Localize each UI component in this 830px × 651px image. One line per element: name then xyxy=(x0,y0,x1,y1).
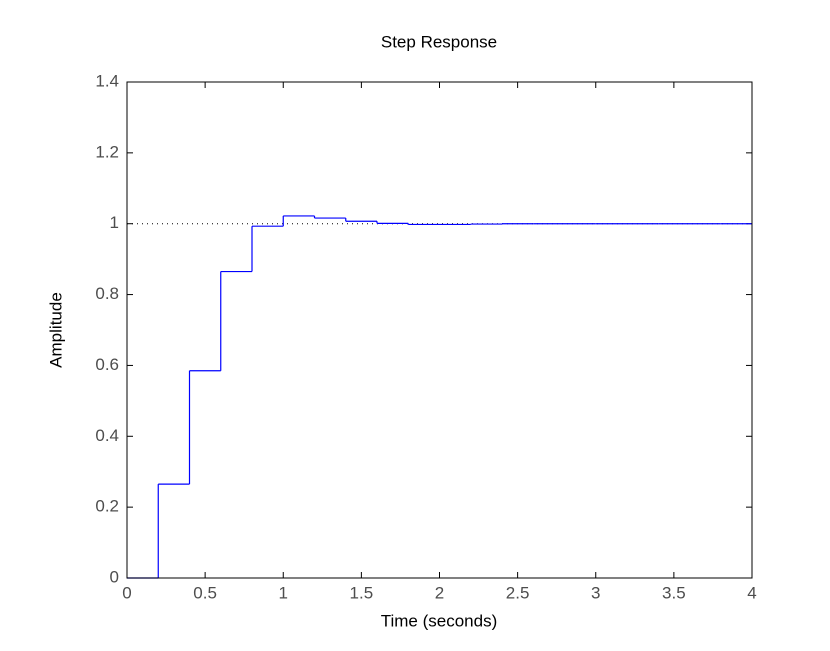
y-axis-label: Amplitude xyxy=(46,292,65,368)
x-tick-label: 4 xyxy=(747,583,756,602)
chart-title: Step Response xyxy=(381,32,497,51)
x-axis-label: Time (seconds) xyxy=(381,611,498,630)
y-tick-label: 0.2 xyxy=(95,497,119,516)
x-tick-label: 0.5 xyxy=(193,583,217,602)
y-tick-label: 0.4 xyxy=(95,426,119,445)
x-tick-label: 3.5 xyxy=(662,583,686,602)
plot-frame xyxy=(126,81,753,579)
y-tick-label: 0.8 xyxy=(95,284,119,303)
x-tick-label: 2 xyxy=(435,583,444,602)
y-tick-label: 1.4 xyxy=(95,71,119,90)
y-tick-label: 1 xyxy=(110,213,119,232)
y-tick-label: 1.2 xyxy=(95,142,119,161)
x-tick-label: 2.5 xyxy=(506,583,530,602)
x-tick-label: 1.5 xyxy=(350,583,374,602)
x-tick-label: 1 xyxy=(279,583,288,602)
y-tick-label: 0 xyxy=(110,567,119,586)
x-tick-label: 3 xyxy=(591,583,600,602)
x-tick-label: 0 xyxy=(122,583,131,602)
y-tick-label: 0.6 xyxy=(95,355,119,374)
